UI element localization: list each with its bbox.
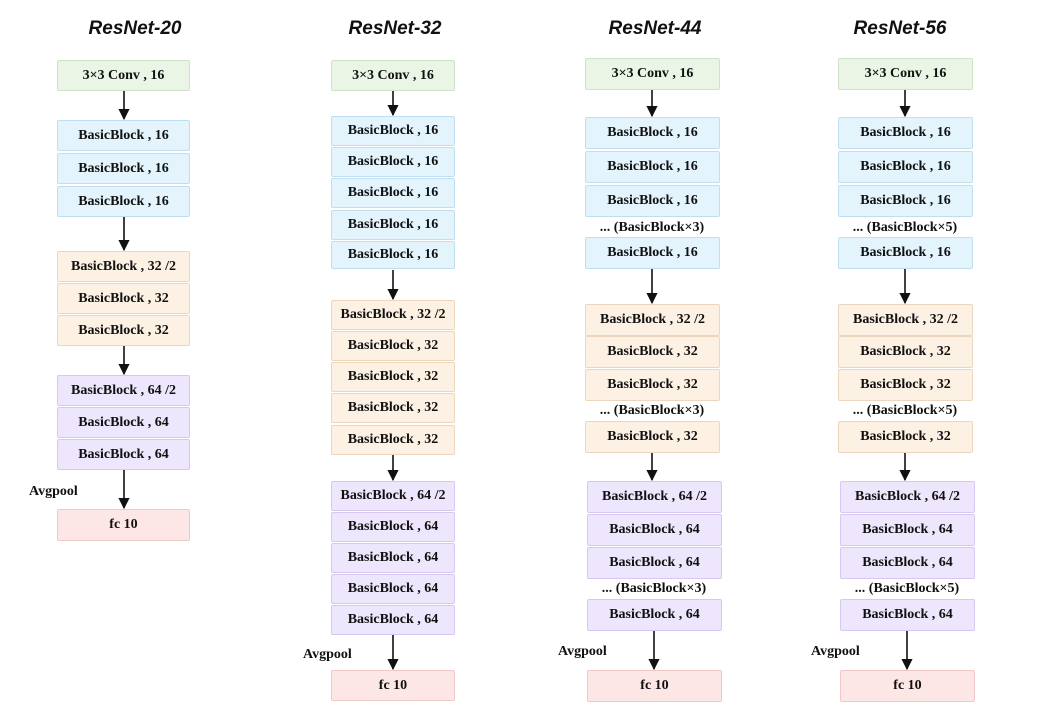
resnet-44-stage16-block: BasicBlock , 16 bbox=[585, 151, 720, 183]
resnet-44-stage64-block: BasicBlock , 64 /2 bbox=[587, 481, 722, 513]
resnet-32-avgpool-label: Avgpool bbox=[303, 647, 352, 662]
resnet-32-stage32-block: BasicBlock , 32 bbox=[331, 425, 455, 455]
resnet-44-stage32-block: BasicBlock , 32 bbox=[585, 369, 720, 401]
resnet-56-stage32-block: BasicBlock , 32 /2 bbox=[838, 304, 973, 336]
resnet-44-stage32-block: BasicBlock , 32 bbox=[585, 336, 720, 368]
resnet-32-stage64-block: BasicBlock , 64 bbox=[331, 574, 455, 604]
resnet-44-stage16-ellipsis: ... (BasicBlock×3) bbox=[599, 220, 705, 235]
resnet-44-fc-block: fc 10 bbox=[587, 670, 722, 702]
resnet-56-stage64-block: BasicBlock , 64 /2 bbox=[840, 481, 975, 513]
resnet-20-avgpool-label: Avgpool bbox=[29, 484, 78, 499]
resnet-56-stage16-block: BasicBlock , 16 bbox=[838, 151, 973, 183]
resnet-20-stage32-block: BasicBlock , 32 bbox=[57, 315, 190, 346]
resnet-56-title: ResNet-56 bbox=[853, 18, 947, 39]
resnet-32-stage16-block: BasicBlock , 16 bbox=[331, 147, 455, 177]
resnet-56-stage16-ellipsis: ... (BasicBlock×5) bbox=[852, 220, 958, 235]
resnet-56-stage64-block: BasicBlock , 64 bbox=[840, 514, 975, 546]
resnet-20-stage16-block: BasicBlock , 16 bbox=[57, 153, 190, 184]
resnet-56-fc-block: fc 10 bbox=[840, 670, 975, 702]
resnet-32-title: ResNet-32 bbox=[348, 18, 442, 39]
resnet-56-stage64-block: BasicBlock , 64 bbox=[840, 599, 975, 631]
resnet-44-stage16-block: BasicBlock , 16 bbox=[585, 117, 720, 149]
resnet-56-stage32-block: BasicBlock , 32 bbox=[838, 369, 973, 401]
resnet-32-stage32-block: BasicBlock , 32 bbox=[331, 331, 455, 361]
resnet-56-stage32-ellipsis: ... (BasicBlock×5) bbox=[852, 403, 958, 418]
resnet-44-title: ResNet-44 bbox=[608, 18, 702, 39]
resnet-20-conv-block: 3×3 Conv , 16 bbox=[57, 60, 190, 91]
resnet-32-stage64-block: BasicBlock , 64 /2 bbox=[331, 481, 455, 511]
resnet-44-stage16-block: BasicBlock , 16 bbox=[585, 237, 720, 269]
resnet-56-stage64-ellipsis: ... (BasicBlock×5) bbox=[854, 581, 960, 596]
resnet-44-stage64-block: BasicBlock , 64 bbox=[587, 547, 722, 579]
resnet-20-stage64-block: BasicBlock , 64 bbox=[57, 407, 190, 438]
resnet-56-stage16-block: BasicBlock , 16 bbox=[838, 185, 973, 217]
resnet-20-stage64-block: BasicBlock , 64 /2 bbox=[57, 375, 190, 406]
resnet-32-stage16-block: BasicBlock , 16 bbox=[331, 178, 455, 208]
resnet-32-stage16-block: BasicBlock , 16 bbox=[331, 116, 455, 146]
resnet-20-stage16-block: BasicBlock , 16 bbox=[57, 186, 190, 217]
resnet-56-stage32-block: BasicBlock , 32 bbox=[838, 336, 973, 368]
resnet-32-stage32-block: BasicBlock , 32 bbox=[331, 362, 455, 392]
resnet-20-title: ResNet-20 bbox=[88, 18, 182, 39]
resnet-32-stage32-block: BasicBlock , 32 bbox=[331, 393, 455, 423]
resnet-56-avgpool-label: Avgpool bbox=[811, 644, 860, 659]
resnet-32-stage16-block: BasicBlock , 16 bbox=[331, 241, 455, 269]
resnet-20-fc-block: fc 10 bbox=[57, 509, 190, 541]
resnet-44-avgpool-label: Avgpool bbox=[558, 644, 607, 659]
resnet-32-stage64-block: BasicBlock , 64 bbox=[331, 543, 455, 573]
resnet-20-stage32-block: BasicBlock , 32 bbox=[57, 283, 190, 314]
resnet-44-stage16-block: BasicBlock , 16 bbox=[585, 185, 720, 217]
resnet-44-stage64-ellipsis: ... (BasicBlock×3) bbox=[601, 581, 707, 596]
resnet-32-conv-block: 3×3 Conv , 16 bbox=[331, 60, 455, 91]
resnet-20-stage16-block: BasicBlock , 16 bbox=[57, 120, 190, 151]
resnet-32-stage64-block: BasicBlock , 64 bbox=[331, 512, 455, 542]
resnet-20-stage32-block: BasicBlock , 32 /2 bbox=[57, 251, 190, 282]
resnet-32-stage64-block: BasicBlock , 64 bbox=[331, 605, 455, 635]
resnet-56-stage64-block: BasicBlock , 64 bbox=[840, 547, 975, 579]
resnet-56-stage16-block: BasicBlock , 16 bbox=[838, 237, 973, 269]
resnet-56-stage32-block: BasicBlock , 32 bbox=[838, 421, 973, 453]
resnet-44-stage32-ellipsis: ... (BasicBlock×3) bbox=[599, 403, 705, 418]
resnet-56-conv-block: 3×3 Conv , 16 bbox=[838, 58, 973, 90]
resnet-44-stage32-block: BasicBlock , 32 /2 bbox=[585, 304, 720, 336]
resnet-32-stage32-block: BasicBlock , 32 /2 bbox=[331, 300, 455, 330]
resnet-44-stage64-block: BasicBlock , 64 bbox=[587, 599, 722, 631]
resnet-56-stage16-block: BasicBlock , 16 bbox=[838, 117, 973, 149]
resnet-32-fc-block: fc 10 bbox=[331, 670, 455, 701]
resnet-44-stage64-block: BasicBlock , 64 bbox=[587, 514, 722, 546]
resnet-44-conv-block: 3×3 Conv , 16 bbox=[585, 58, 720, 90]
resnet-20-stage64-block: BasicBlock , 64 bbox=[57, 439, 190, 470]
resnet-44-stage32-block: BasicBlock , 32 bbox=[585, 421, 720, 453]
resnet-32-stage16-block: BasicBlock , 16 bbox=[331, 210, 455, 240]
